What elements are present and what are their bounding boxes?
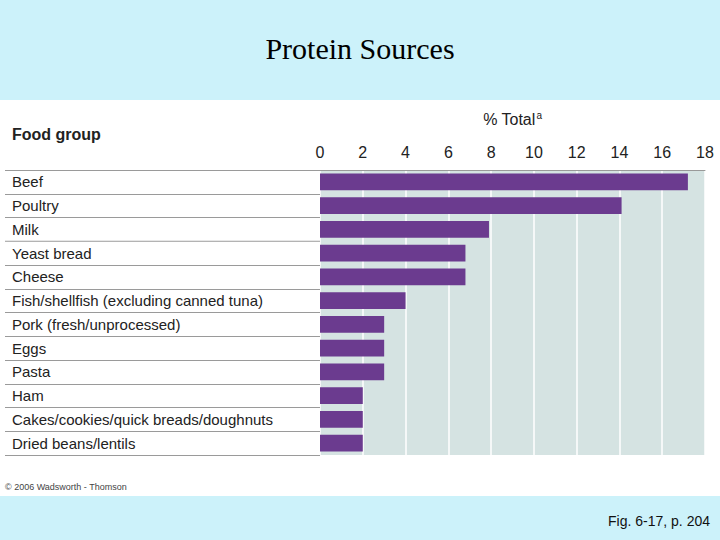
svg-text:8: 8 [487,144,496,161]
svg-text:10: 10 [525,144,543,161]
svg-text:Beef: Beef [12,173,44,190]
svg-text:Ham: Ham [12,387,44,404]
svg-text:© 2006 Wadsworth - Thomson: © 2006 Wadsworth - Thomson [5,482,127,492]
svg-text:6: 6 [444,144,453,161]
svg-text:Poultry: Poultry [12,197,59,214]
svg-text:4: 4 [401,144,410,161]
svg-text:a: a [536,110,542,121]
svg-text:2: 2 [358,144,367,161]
svg-text:Eggs: Eggs [12,340,46,357]
svg-text:Cakes/cookies/quick breads/dou: Cakes/cookies/quick breads/doughnuts [12,411,273,428]
svg-text:12: 12 [568,144,586,161]
svg-text:Dried beans/lentils: Dried beans/lentils [12,435,135,452]
svg-text:0: 0 [316,144,325,161]
svg-text:Food group: Food group [12,126,101,143]
svg-text:Fish/shellfish (excluding cann: Fish/shellfish (excluding canned tuna) [12,292,263,309]
svg-text:14: 14 [611,144,629,161]
svg-text:Pasta: Pasta [12,363,51,380]
svg-text:Milk: Milk [12,221,39,238]
svg-text:Pork (fresh/unprocessed): Pork (fresh/unprocessed) [12,316,180,333]
svg-text:Cheese: Cheese [12,268,64,285]
svg-text:Protein Sources: Protein Sources [265,32,454,65]
svg-text:Yeast bread: Yeast bread [12,245,92,262]
svg-text:% Total: % Total [483,111,535,128]
svg-text:18: 18 [696,144,714,161]
svg-text:16: 16 [653,144,671,161]
svg-text:Fig. 6-17, p. 204: Fig. 6-17, p. 204 [608,513,710,529]
